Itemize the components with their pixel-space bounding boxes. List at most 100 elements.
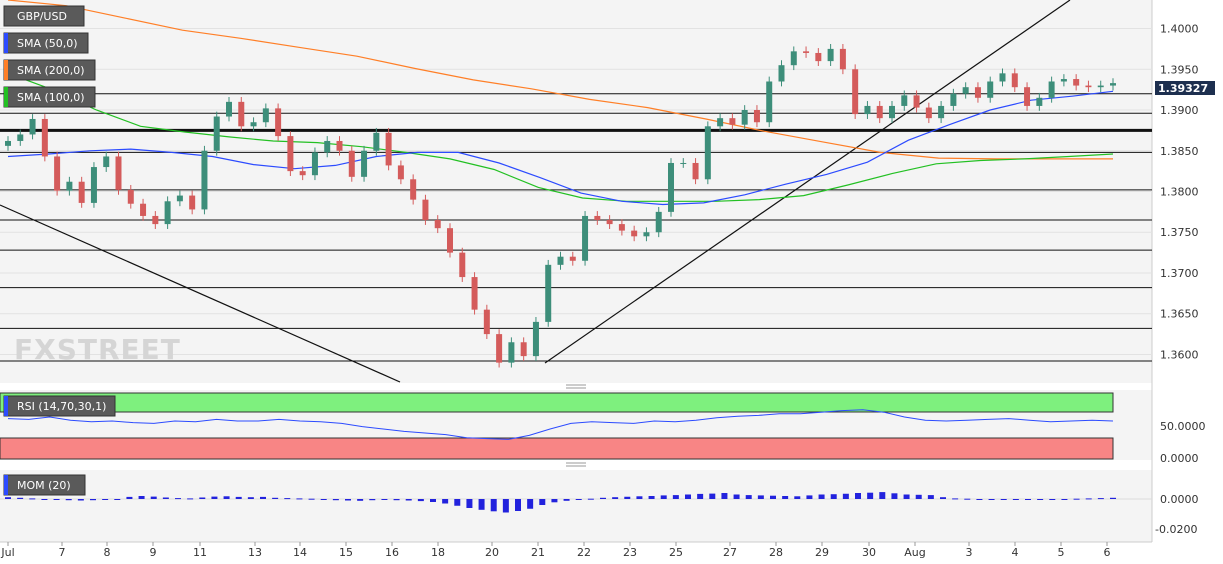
time-tick-label: Jul [0, 546, 14, 559]
mom-bar [757, 495, 764, 499]
mom-bar [357, 499, 364, 501]
candle-bearish [803, 51, 810, 53]
mom-bar [272, 497, 279, 499]
mom-bar [782, 496, 789, 499]
mom-bar [114, 499, 121, 500]
mom-bar [1049, 499, 1056, 500]
trendline-up [544, 0, 1071, 364]
mom-bar [818, 494, 825, 499]
trendline-down [0, 204, 401, 383]
candle-bullish [17, 134, 24, 141]
sma100-color-swatch [4, 87, 8, 107]
panel-splitter[interactable] [566, 462, 586, 467]
mom-bar [867, 492, 874, 499]
candle-bullish [250, 122, 257, 127]
candle-bullish [1097, 85, 1104, 88]
price-axis: 1.4000 1.3950 1.3900 1.3850 1.3800 1.3750 1.37… [1155, 23, 1206, 536]
mom-bar [587, 498, 594, 500]
legend-sma200-text: SMA (200,0) [17, 64, 85, 77]
mom-bar [320, 499, 327, 500]
mom-bar [235, 496, 242, 499]
legend-rsi[interactable]: RSI (14,70,30,1) [3, 395, 116, 417]
mom-bar [405, 499, 412, 501]
candle-bullish [103, 156, 110, 168]
candle-bullish [987, 81, 994, 98]
candle-bearish [336, 140, 343, 151]
mom-bar [1000, 499, 1007, 500]
mom-bar [1085, 498, 1092, 500]
rsi-overbought-zone [0, 392, 1114, 413]
price-tick-label: 1.4000 [1160, 23, 1199, 36]
candle-bullish [176, 195, 183, 202]
time-axis: Jul 7 8 9 11 13 14 15 16 18 20 21 22 23 25 27 28 29 30 Aug 3… [0, 542, 1111, 559]
time-tick-label: 14 [293, 546, 307, 559]
mom-bar [709, 493, 716, 499]
mom-bar [660, 495, 667, 499]
candle-bearish [1073, 79, 1080, 86]
candle-bearish [692, 162, 699, 180]
sma-layer [7, 0, 1114, 206]
mom-bar [721, 493, 728, 499]
legend-sma200[interactable]: SMA (200,0) [3, 59, 96, 81]
mom-bar [308, 498, 315, 500]
candle-bearish [127, 189, 134, 204]
mom-bar [454, 499, 461, 506]
price-tick-label: 1.3700 [1160, 267, 1199, 280]
mom-bar [855, 493, 861, 499]
candle-bearish [594, 215, 601, 221]
candle-bullish [668, 162, 674, 212]
mom-bar [575, 499, 582, 500]
candle-bullish [778, 65, 785, 82]
candle-bearish [876, 105, 883, 119]
mom-bar [41, 499, 48, 500]
sma50-line [7, 90, 1114, 206]
legend-sma50-text: SMA (50,0) [17, 37, 78, 50]
candle-bearish [852, 69, 859, 115]
candle-bullish [962, 87, 969, 94]
candle-bearish [913, 95, 920, 108]
legend-sma50[interactable]: SMA (50,0) [3, 32, 89, 54]
mom-bar [806, 495, 813, 499]
mom-bar [138, 496, 145, 499]
mom-bar [150, 496, 157, 499]
mom-bar [296, 498, 303, 500]
candle-bearish [569, 256, 576, 261]
legend-mom[interactable]: MOM (20) [3, 474, 86, 496]
candle-bullish [545, 264, 552, 322]
candle-bearish [287, 136, 294, 172]
candle-bullish [66, 181, 73, 191]
time-tick-label: 16 [385, 546, 399, 559]
candle-bullish [680, 162, 687, 164]
panel-splitter[interactable] [566, 384, 586, 389]
mom-bar [478, 499, 485, 510]
mom-bar [381, 499, 388, 500]
candle-bearish [839, 48, 846, 70]
mom-bar [199, 497, 206, 499]
legend-symbol[interactable]: GBP/USD [3, 5, 85, 27]
mom-bar [1025, 499, 1031, 500]
candle-bearish [974, 87, 981, 98]
candle-bullish [1048, 81, 1055, 98]
time-tick-label: 8 [104, 546, 111, 559]
mom-bar [393, 499, 400, 501]
candle-bullish [582, 215, 589, 261]
candle-bearish [447, 228, 453, 253]
candle-bearish [54, 156, 61, 191]
time-tick-label: 7 [59, 546, 66, 559]
candle-bullish [1060, 79, 1067, 82]
candle-bearish [729, 118, 736, 125]
mom-bar [551, 499, 558, 503]
time-tick-label: 11 [193, 546, 207, 559]
mom-bar [794, 496, 801, 499]
candle-bearish [483, 309, 490, 335]
time-tick-label: 18 [431, 546, 445, 559]
rsi-tick-label: 50.0000 [1160, 420, 1206, 433]
legend-sma100[interactable]: SMA (100,0) [3, 86, 96, 108]
time-tick-label: 29 [815, 546, 829, 559]
mom-bar [490, 499, 497, 512]
support-resistance-levels [0, 93, 1152, 362]
candle-bullish [938, 105, 945, 119]
mom-bar [891, 493, 898, 499]
candle-bearish [753, 110, 760, 123]
